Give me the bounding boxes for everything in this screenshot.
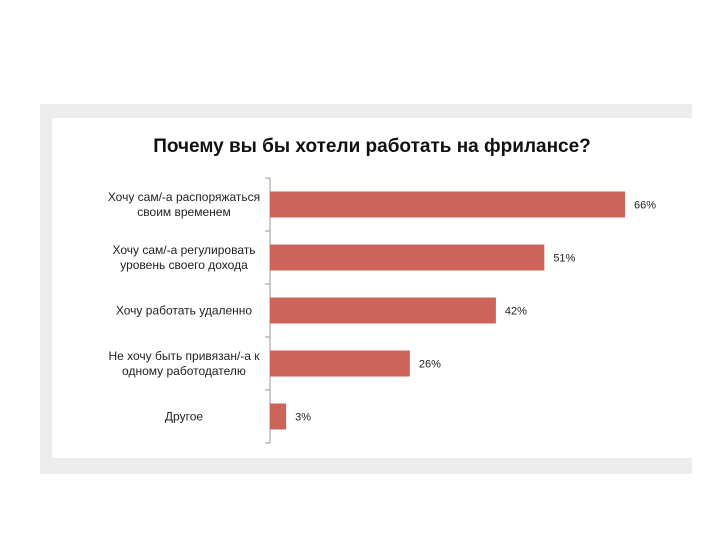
value-label: 42% bbox=[505, 306, 527, 318]
value-label: 66% bbox=[634, 200, 656, 212]
category-label: уровень своего дохода bbox=[120, 258, 248, 272]
value-label: 3% bbox=[295, 412, 311, 424]
category-label: одному работодателю bbox=[122, 364, 246, 378]
bar-1 bbox=[270, 191, 625, 218]
category-label: Другое bbox=[165, 410, 203, 424]
chart-title: Почему вы бы хотели работать на фрилансе… bbox=[153, 136, 591, 157]
chart-panel bbox=[52, 118, 692, 458]
bar-2 bbox=[270, 244, 545, 271]
category-label: своим временем bbox=[137, 205, 230, 219]
category-label: Хочу сам/-а регулировать bbox=[112, 243, 255, 257]
category-label: Хочу работать удаленно bbox=[116, 304, 253, 318]
category-label: Хочу сам/-а распоряжаться bbox=[108, 190, 260, 204]
bar-3 bbox=[270, 297, 496, 324]
category-label: Не хочу быть привязан/-а к bbox=[108, 349, 260, 363]
value-label: 51% bbox=[553, 253, 575, 265]
bar-4 bbox=[270, 350, 410, 377]
bar-5 bbox=[270, 403, 287, 430]
value-label: 26% bbox=[419, 359, 441, 371]
